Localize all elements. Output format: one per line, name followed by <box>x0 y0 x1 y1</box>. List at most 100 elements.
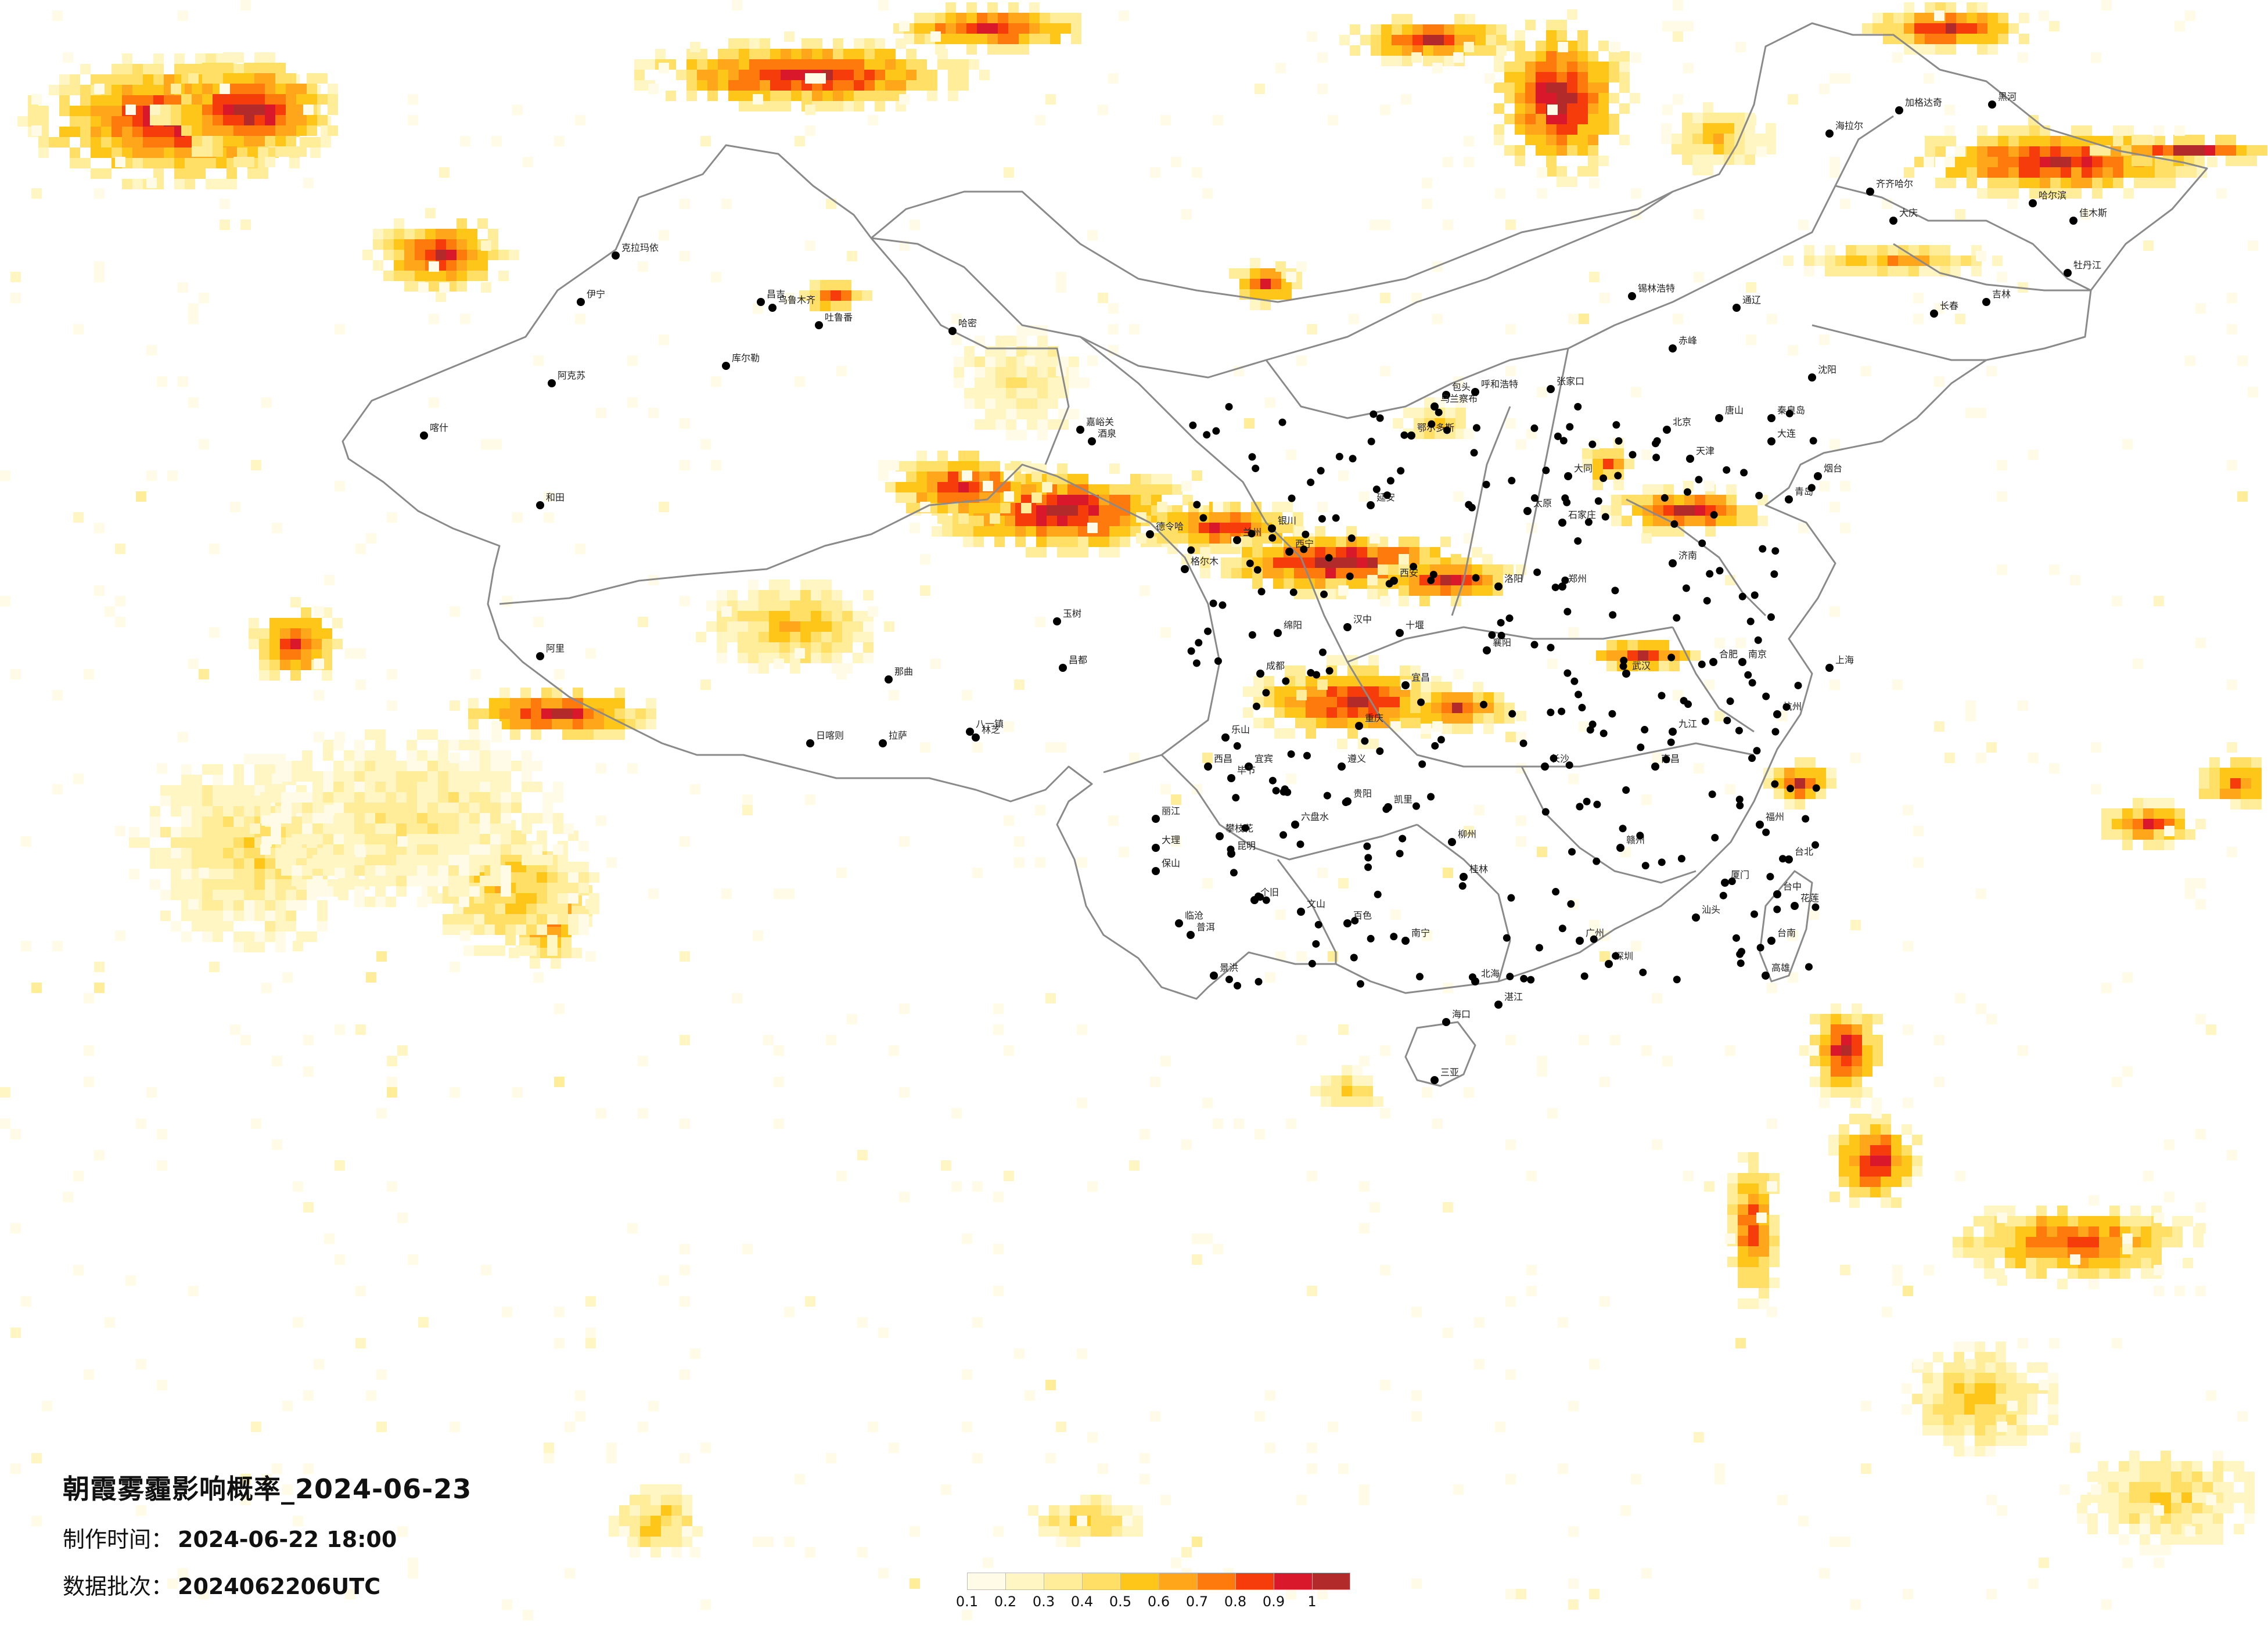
haze-cell <box>899 836 910 847</box>
haze-cell <box>964 346 975 357</box>
haze-cell <box>501 844 511 855</box>
city-dot <box>1563 607 1572 616</box>
haze-cell <box>91 148 101 158</box>
haze-cell <box>94 523 105 533</box>
haze-cell <box>1977 13 1987 23</box>
haze-cell <box>2019 136 2029 146</box>
haze-cell <box>70 106 80 116</box>
haze-cell <box>397 1045 408 1056</box>
haze-cell <box>1726 505 1737 516</box>
haze-cell <box>1209 523 1220 533</box>
haze-cell <box>323 844 333 855</box>
haze-cell <box>2227 324 2237 334</box>
haze-cell <box>925 13 935 23</box>
haze-cell <box>1004 491 1014 502</box>
haze-cell <box>1505 732 1516 742</box>
city-dot <box>1262 896 1270 904</box>
haze-cell <box>2185 1526 2195 1537</box>
haze-cell <box>1440 564 1451 575</box>
haze-cell <box>1464 136 1474 146</box>
haze-cell <box>1536 41 1546 51</box>
haze-cell <box>265 136 275 146</box>
haze-cell <box>1027 409 1037 419</box>
city-dot <box>1278 418 1286 426</box>
haze-cell <box>1661 123 1672 134</box>
haze-cell <box>1035 805 1045 815</box>
haze-cell <box>1652 993 1662 1003</box>
haze-cell <box>312 823 323 834</box>
city-marker: 昌都 <box>1059 654 1087 672</box>
haze-cell <box>958 513 969 524</box>
haze-cell <box>1443 868 1453 878</box>
haze-cell <box>2181 1513 2192 1524</box>
city-dot <box>1889 217 1897 225</box>
haze-cell <box>2082 146 2092 157</box>
haze-cell <box>604 698 614 708</box>
haze-cell <box>467 239 477 250</box>
haze-cell <box>1338 470 1349 481</box>
haze-cell <box>2129 1492 2140 1503</box>
haze-cell <box>2161 1472 2171 1482</box>
haze-cell <box>386 813 396 823</box>
haze-cell <box>1839 1135 1849 1145</box>
haze-cell <box>1414 429 1424 439</box>
haze-cell <box>770 91 781 101</box>
haze-cell <box>1903 941 1913 951</box>
city-label: 襄阳 <box>1493 637 1511 648</box>
city-label: 昌吉 <box>767 289 785 300</box>
city-marker: 林芝 <box>972 724 1000 742</box>
haze-cell <box>265 921 275 931</box>
haze-cell <box>436 250 446 260</box>
haze-cell <box>481 282 491 293</box>
haze-cell <box>1045 1380 1056 1390</box>
haze-cell <box>132 74 143 85</box>
haze-cell <box>1881 1197 1891 1208</box>
city-label: 烟台 <box>1824 463 1842 474</box>
haze-cell <box>627 1537 638 1547</box>
haze-cell <box>1567 82 1577 93</box>
haze-cell <box>1748 1204 1759 1215</box>
haze-cell <box>1997 460 2007 470</box>
haze-cell <box>355 679 366 690</box>
haze-cell <box>640 1526 650 1537</box>
haze-cell <box>1977 146 1987 157</box>
haze-cell <box>244 931 254 942</box>
haze-cell <box>1231 568 1242 578</box>
city-label: 六盘水 <box>1301 811 1329 822</box>
haze-cell <box>386 823 396 834</box>
haze-cell <box>1516 732 1526 742</box>
haze-cell <box>1954 1425 1964 1436</box>
haze-cell <box>1244 418 1255 429</box>
haze-cell <box>469 813 480 823</box>
haze-cell <box>1891 1135 1902 1145</box>
haze-cell <box>2133 819 2143 829</box>
city-label: 吐鲁番 <box>825 312 853 323</box>
haze-cell <box>1748 1236 1759 1246</box>
haze-cell <box>227 168 237 179</box>
haze-cell <box>1091 1495 1101 1505</box>
city-dot <box>1669 559 1677 567</box>
haze-cell <box>181 837 192 848</box>
haze-cell <box>365 844 375 855</box>
haze-cell <box>259 639 269 649</box>
city-label: 南京 <box>1748 649 1767 660</box>
haze-cell <box>73 1265 84 1275</box>
haze-cell <box>233 942 244 952</box>
haze-cell <box>206 158 216 168</box>
haze-cell <box>975 367 985 377</box>
haze-cell <box>1849 1187 1860 1197</box>
haze-cell <box>1835 266 1846 276</box>
city-dot <box>972 733 980 742</box>
haze-cell <box>38 148 49 158</box>
haze-cell <box>1265 1390 1275 1401</box>
haze-cell <box>1943 1362 1954 1373</box>
haze-cell <box>181 796 192 806</box>
haze-cell <box>659 334 669 345</box>
city-label: 阿克苏 <box>558 370 585 381</box>
haze-cell <box>1200 547 1210 557</box>
haze-cell <box>1337 718 1347 728</box>
haze-cell <box>2154 808 2164 819</box>
haze-cell <box>979 503 990 513</box>
haze-cell <box>312 834 323 844</box>
haze-cell <box>1241 523 1251 533</box>
